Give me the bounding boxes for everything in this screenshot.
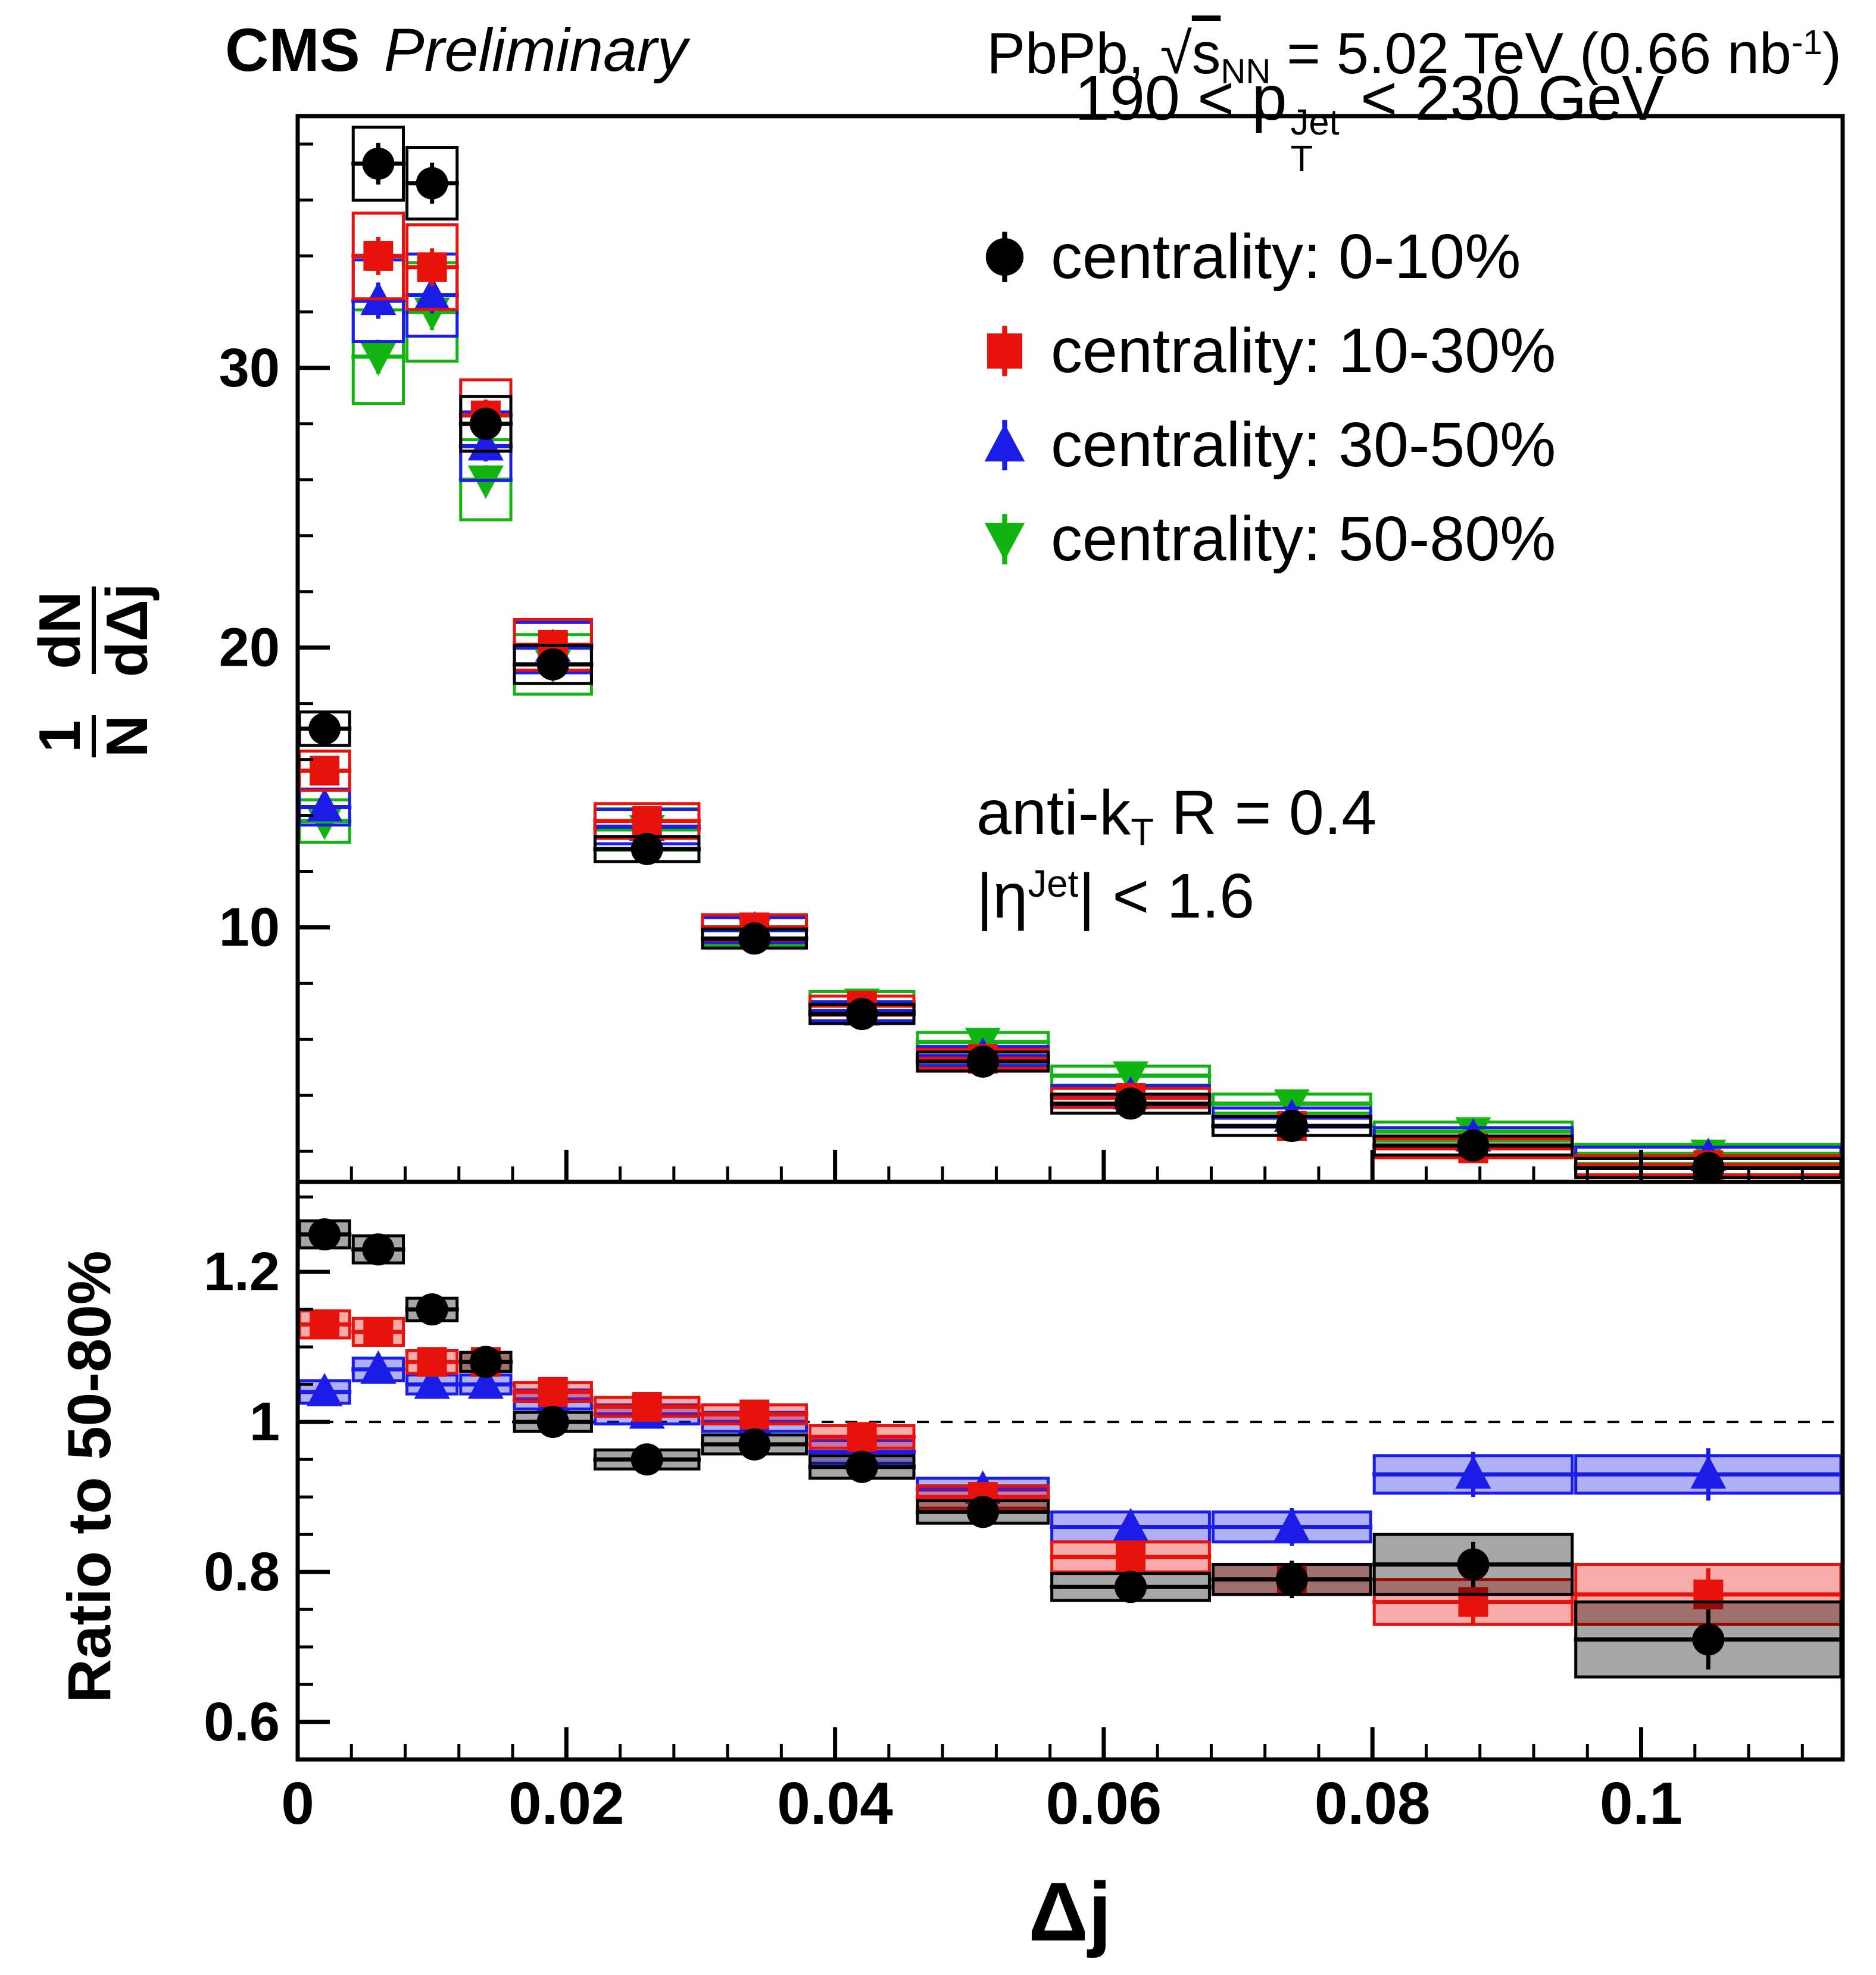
y-tick-label: 0.6 — [204, 1692, 280, 1752]
series-centrality-0-10 — [298, 1218, 1843, 1678]
legend-jet-algorithm: anti-kT R = 0.4 — [976, 777, 1377, 853]
fraction-denominator: N — [93, 715, 160, 757]
legend-entries: centrality: 0-10% centrality: 10-30% centr… — [976, 210, 1664, 586]
y-axis: 10 20 30 — [219, 142, 330, 1153]
legend-entry: centrality: 10-30% — [976, 304, 1664, 398]
legend-entry-label: centrality: 10-30% — [1051, 316, 1556, 386]
x-tick-label: 0.1 — [1600, 1770, 1683, 1837]
fraction-one-over-n: 1 N — [27, 710, 160, 762]
legend-pt-range: 190 < p Jet T < 230 GeV — [1075, 63, 1664, 180]
x-tick-label: 0.04 — [777, 1770, 893, 1837]
x-tick-label: 0 — [281, 1770, 314, 1837]
y-axis-title-bottom: Ratio to 50-80% — [55, 1250, 123, 1703]
series-centrality-30-50 — [298, 1350, 1843, 1546]
x-tick-label: 0.08 — [1315, 1770, 1431, 1837]
legend-entry-label: centrality: 0-10% — [1051, 221, 1521, 292]
legend-entry-label: centrality: 30-50% — [1051, 410, 1556, 481]
y-tick-label: 30 — [219, 338, 280, 398]
header-left: CMS Preliminary — [225, 15, 688, 85]
x-axis-title: Δj — [1028, 1865, 1112, 1958]
x-axis: 0 0.02 0.04 0.06 0.08 0.1 — [281, 1727, 1804, 1837]
y-tick-label: 0.8 — [204, 1542, 280, 1602]
y-tick-label: 20 — [219, 617, 280, 678]
legend-entry: centrality: 50-80% — [976, 492, 1664, 586]
y-tick-label: 1 — [249, 1391, 280, 1452]
x-tick-label: 0.06 — [1046, 1770, 1162, 1837]
square-marker-icon — [987, 326, 1023, 376]
y-tick-label: 10 — [219, 897, 280, 957]
triangle-up-marker-icon — [984, 420, 1025, 470]
fraction-numerator: dN — [27, 586, 96, 674]
triangle-down-marker-icon — [984, 514, 1025, 564]
y-tick-label: 1.2 — [204, 1241, 280, 1302]
fraction-dn-ddj: dN dΔj — [27, 579, 160, 682]
legend: 190 < p Jet T < 230 GeV centrality: 0-10% c… — [976, 63, 1664, 932]
y-axis: 0.6 0.8 1 1.2 — [204, 1195, 330, 1761]
x-axis — [295, 1150, 1804, 1182]
legend-entry-label: centrality: 50-80% — [1051, 504, 1556, 575]
experiment-wordmark: CMS — [225, 16, 360, 84]
y-axis-title-top: 1 N dN dΔj — [27, 579, 160, 762]
bottom-frame — [295, 1180, 1845, 1762]
fraction-numerator: 1 — [27, 715, 96, 757]
fraction-denominator: dΔj — [93, 583, 160, 678]
circle-marker-icon — [985, 232, 1024, 282]
collision-info: PbPb, √sNN = 5.02 TeV (0.66 nb-1) — [987, 21, 1841, 91]
legend-entry: centrality: 30-50% — [976, 398, 1664, 492]
legend-eta-cut: |ηJet| < 1.6 — [976, 861, 1255, 932]
preliminary-label: Preliminary — [383, 16, 688, 84]
legend-entry: centrality: 0-10% — [976, 210, 1664, 304]
x-tick-label: 0.02 — [508, 1770, 625, 1837]
series-centrality-0-10 — [298, 126, 1843, 1182]
